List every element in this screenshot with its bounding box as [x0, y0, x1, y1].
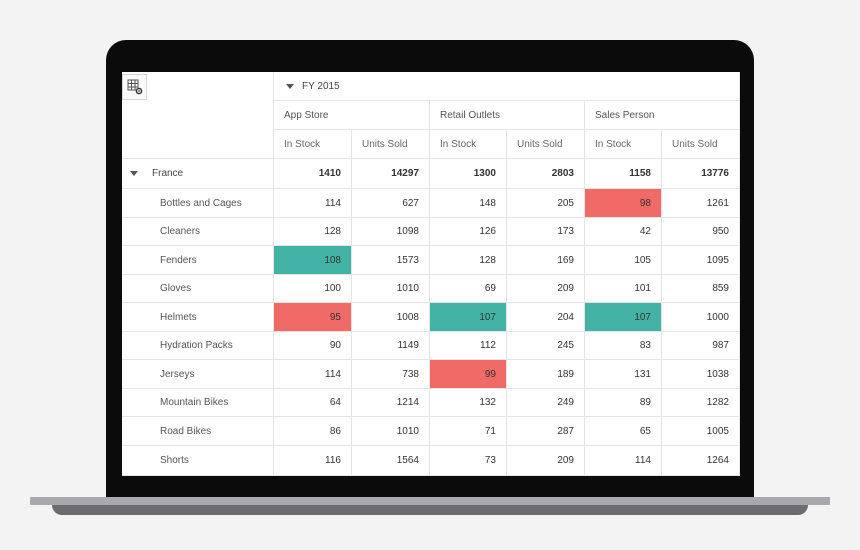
value-cell: 1573 [352, 246, 430, 275]
row-header[interactable]: Hydration Packs [122, 332, 274, 360]
value-cell: 1000 [662, 303, 740, 332]
value-cell: 173 [507, 218, 585, 246]
row-header-france[interactable]: France [122, 159, 274, 189]
pivot-table: FY 2015 App Store In Stock Units Sold Retai… [122, 72, 740, 476]
value-cell: 100 [274, 275, 352, 303]
value-cell: 65 [585, 417, 662, 446]
value-cell: 1264 [662, 446, 740, 476]
value-cell: 209 [507, 275, 585, 303]
row-header[interactable]: Gloves [122, 275, 274, 303]
laptop-base-bottom [52, 505, 808, 515]
value-cell: 1095 [662, 246, 740, 275]
value-cell: 189 [507, 360, 585, 389]
value-cell-total: 1300 [430, 159, 507, 189]
value-cell: 205 [507, 189, 585, 218]
value-cell-highlighted: 107 [430, 303, 507, 332]
row-header[interactable]: Cleaners [122, 218, 274, 246]
value-cell: 209 [507, 446, 585, 476]
column-header-group[interactable]: Sales Person [585, 101, 740, 130]
value-cell: 128 [430, 246, 507, 275]
column-header-group[interactable]: App Store [274, 101, 430, 130]
column-header-measure[interactable]: In Stock [274, 130, 352, 159]
row-header[interactable]: Road Bikes [122, 417, 274, 446]
row-header[interactable]: Bottles and Cages [122, 189, 274, 218]
value-cell: 1010 [352, 275, 430, 303]
column-header-measure[interactable]: Units Sold [352, 130, 430, 159]
value-cell-highlighted: 95 [274, 303, 352, 332]
value-cell: 86 [274, 417, 352, 446]
value-cell: 987 [662, 332, 740, 360]
value-cell: 950 [662, 218, 740, 246]
value-cell-total: 14297 [352, 159, 430, 189]
value-cell-highlighted: 108 [274, 246, 352, 275]
value-cell: 204 [507, 303, 585, 332]
value-cell-total: 1410 [274, 159, 352, 189]
value-cell: 738 [352, 360, 430, 389]
value-cell: 1261 [662, 189, 740, 218]
value-cell: 105 [585, 246, 662, 275]
laptop-base [30, 497, 830, 505]
value-cell: 132 [430, 389, 507, 417]
row-header[interactable]: Jerseys [122, 360, 274, 389]
fiscal-year-label: FY 2015 [302, 80, 340, 92]
field-list-button[interactable] [122, 74, 147, 100]
pivot-corner [122, 72, 274, 159]
value-cell: 1005 [662, 417, 740, 446]
value-cell: 128 [274, 218, 352, 246]
value-cell: 131 [585, 360, 662, 389]
value-cell: 169 [507, 246, 585, 275]
column-header-measure[interactable]: Units Sold [662, 130, 740, 159]
row-header[interactable]: Helmets [122, 303, 274, 332]
value-cell: 71 [430, 417, 507, 446]
grid-settings-icon [127, 79, 142, 95]
row-header-label: France [152, 168, 184, 179]
column-header-measure[interactable]: In Stock [430, 130, 507, 159]
value-cell: 1149 [352, 332, 430, 360]
value-cell: 101 [585, 275, 662, 303]
column-header-measure[interactable]: Units Sold [507, 130, 585, 159]
value-cell: 112 [430, 332, 507, 360]
value-cell: 148 [430, 189, 507, 218]
value-cell: 1098 [352, 218, 430, 246]
caret-down-icon[interactable] [286, 83, 294, 89]
column-header-fiscal-year[interactable]: FY 2015 [274, 72, 740, 101]
value-cell: 126 [430, 218, 507, 246]
value-cell: 89 [585, 389, 662, 417]
value-cell: 627 [352, 189, 430, 218]
value-cell: 114 [274, 189, 352, 218]
value-cell: 116 [274, 446, 352, 476]
value-cell-highlighted: 98 [585, 189, 662, 218]
value-cell: 114 [585, 446, 662, 476]
value-cell: 287 [507, 417, 585, 446]
value-cell: 83 [585, 332, 662, 360]
value-cell: 1008 [352, 303, 430, 332]
value-cell: 1010 [352, 417, 430, 446]
column-header-group[interactable]: Retail Outlets [430, 101, 585, 130]
value-cell: 69 [430, 275, 507, 303]
value-cell: 1214 [352, 389, 430, 417]
value-cell: 73 [430, 446, 507, 476]
value-cell: 249 [507, 389, 585, 417]
value-cell: 64 [274, 389, 352, 417]
value-cell-total: 2803 [507, 159, 585, 189]
value-cell: 245 [507, 332, 585, 360]
pivot-grid: FY 2015 App Store In Stock Units Sold Retai… [122, 72, 740, 476]
value-cell: 1282 [662, 389, 740, 417]
row-header[interactable]: Fenders [122, 246, 274, 275]
value-cell: 114 [274, 360, 352, 389]
value-cell-total: 1158 [585, 159, 662, 189]
value-cell: 42 [585, 218, 662, 246]
value-cell-highlighted: 107 [585, 303, 662, 332]
row-header[interactable]: Mountain Bikes [122, 389, 274, 417]
value-cell: 1038 [662, 360, 740, 389]
value-cell-highlighted: 99 [430, 360, 507, 389]
caret-down-icon[interactable] [130, 171, 138, 176]
value-cell: 859 [662, 275, 740, 303]
row-header[interactable]: Shorts [122, 446, 274, 476]
value-cell: 90 [274, 332, 352, 360]
value-cell-total: 13776 [662, 159, 740, 189]
column-header-measure[interactable]: In Stock [585, 130, 662, 159]
value-cell: 1564 [352, 446, 430, 476]
